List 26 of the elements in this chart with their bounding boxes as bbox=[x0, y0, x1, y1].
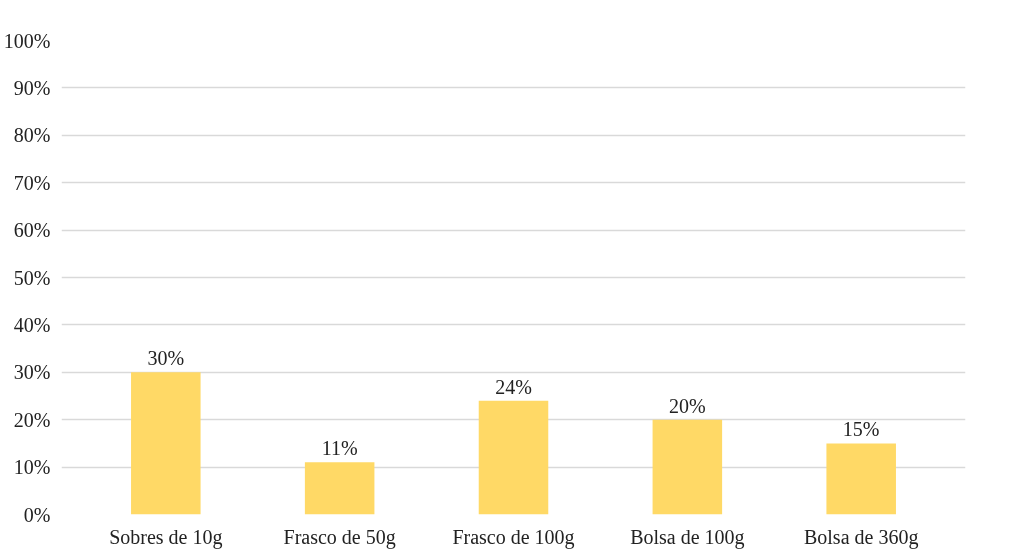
y-tick-label: 0% bbox=[23, 503, 51, 526]
y-tick-label: 40% bbox=[13, 313, 51, 336]
data-label: 11% bbox=[321, 437, 358, 460]
bar bbox=[826, 443, 896, 515]
y-tick-label: 70% bbox=[13, 171, 51, 194]
data-label: 20% bbox=[669, 394, 706, 417]
x-tick-label: Frasco de 100g bbox=[452, 525, 575, 549]
bar bbox=[478, 400, 549, 515]
y-tick-label: 50% bbox=[13, 266, 51, 289]
bar bbox=[652, 419, 723, 515]
x-tick-label: Sobres de 10g bbox=[109, 525, 223, 549]
data-label: 24% bbox=[495, 375, 532, 398]
x-tick-label: Frasco de 50g bbox=[283, 525, 396, 549]
y-tick-label: 90% bbox=[13, 76, 51, 99]
x-tick-label: Bolsa de 360g bbox=[803, 525, 919, 549]
bar bbox=[304, 462, 375, 515]
bar bbox=[131, 372, 201, 515]
y-tick-label: 60% bbox=[13, 219, 51, 242]
x-tick-label: Bolsa de 100g bbox=[630, 525, 745, 549]
y-tick-label: 10% bbox=[13, 456, 51, 479]
y-tick-label: 100% bbox=[3, 29, 51, 52]
y-tick-label: 30% bbox=[13, 361, 51, 384]
y-tick-label: 20% bbox=[13, 408, 51, 431]
y-tick-label: 80% bbox=[13, 124, 51, 147]
data-label: 30% bbox=[147, 347, 185, 370]
data-label: 15% bbox=[842, 418, 880, 441]
